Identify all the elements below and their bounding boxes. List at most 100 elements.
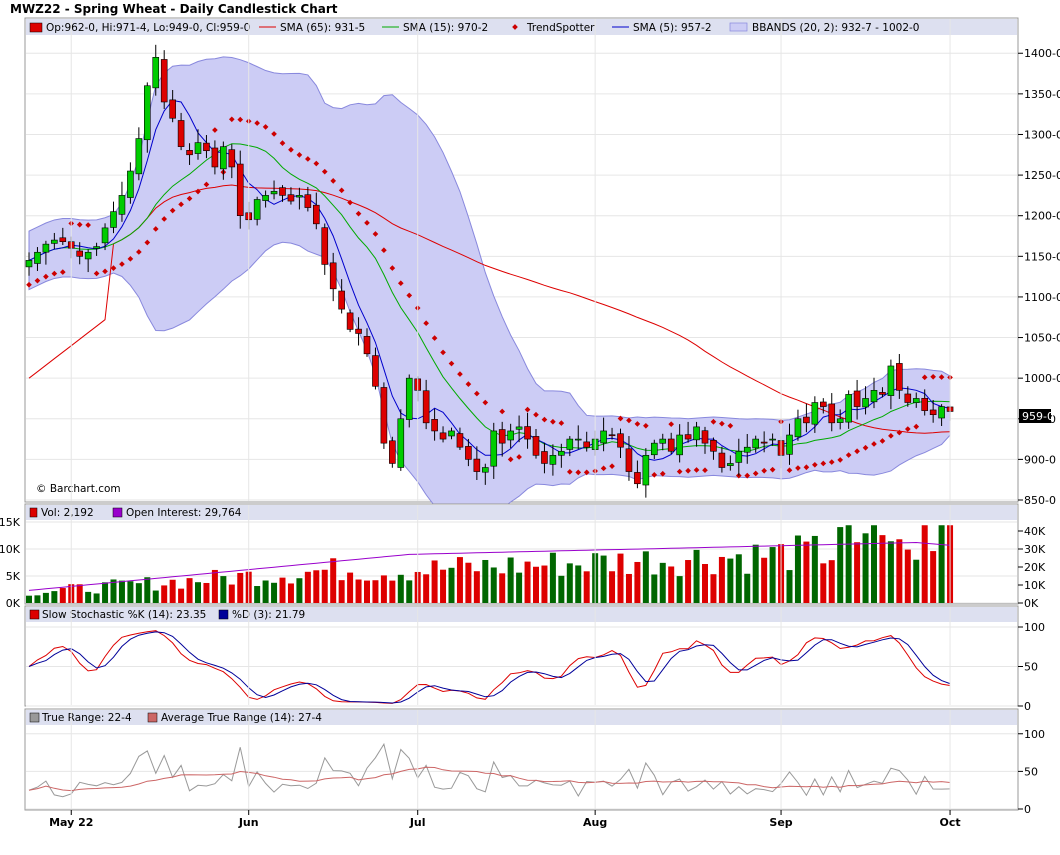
candle-body (59, 237, 67, 242)
candle-body (135, 138, 143, 175)
x-tick-label: Jun (238, 816, 259, 829)
volume-bar (904, 549, 911, 603)
trendspotter-dot (102, 268, 108, 275)
candle (583, 431, 591, 452)
volume-legend: Vol: 2,192 Open Interest: 29,764 (29, 507, 242, 519)
price-tick-label: 1100-0 (1024, 291, 1060, 304)
candle (25, 252, 33, 276)
stoch-k-swatch (29, 609, 40, 620)
trendspotter-dot (575, 469, 582, 476)
trendspotter-dot (786, 467, 793, 474)
trendspotter-dot (228, 116, 235, 123)
candle-body (938, 406, 945, 419)
volume-bar (364, 580, 370, 603)
volume-bar (862, 533, 869, 603)
candle-body (625, 448, 633, 472)
candle (803, 403, 810, 433)
candle (845, 390, 852, 429)
trendspotter-dot (330, 178, 337, 184)
candle-body (617, 433, 624, 448)
candle-body (127, 170, 134, 198)
candle (642, 448, 650, 498)
volume-bar (811, 535, 818, 603)
candle (270, 180, 278, 200)
volume-right-tick-label: 10K (1024, 579, 1046, 592)
candle-body (236, 163, 244, 217)
trendspotter-dot (761, 467, 767, 474)
volume-bar (499, 573, 506, 603)
candle (203, 135, 210, 159)
volume-bar (600, 555, 607, 603)
trendspotter-dot (769, 466, 776, 473)
price-axis: 1400-0 1350-0 1300-0 1250-0 1200-0 1150-0 1100… (1018, 47, 1060, 507)
volume-bar (287, 583, 294, 603)
volume-bar (85, 591, 92, 603)
candle (558, 443, 565, 468)
volume-bar (347, 572, 354, 603)
candle (701, 426, 709, 454)
trendspotter-dot (178, 201, 184, 208)
candle (329, 252, 337, 302)
volume-bar (575, 565, 582, 603)
candle-body (684, 434, 692, 440)
candle-body (397, 418, 405, 468)
volume-bar (845, 525, 852, 603)
candle (650, 439, 658, 460)
candle-body (896, 363, 903, 391)
candle (862, 386, 869, 415)
volume-bar (423, 574, 430, 603)
candle-body (389, 440, 396, 464)
trendspotter-dot (879, 438, 886, 444)
trendspotter-dot (820, 460, 827, 467)
volume-bar (541, 565, 548, 603)
volume-bar (406, 580, 413, 603)
volume-bar (609, 571, 616, 603)
candle (380, 382, 388, 449)
candle-body (177, 120, 185, 147)
volume-bar (271, 582, 278, 603)
volume-bar (169, 579, 176, 603)
volume-bar (203, 582, 210, 603)
volume-bar (507, 557, 514, 603)
volume-bar (837, 527, 844, 603)
candle-body (752, 438, 760, 449)
candle (549, 444, 557, 476)
last-price-marker: 959-0 (1019, 409, 1054, 423)
candle (51, 232, 58, 250)
trendspotter-dot (871, 441, 877, 447)
volume-bar (921, 525, 928, 603)
candle (693, 421, 700, 447)
trendspotter-dot (169, 207, 176, 214)
volume-bar (566, 563, 573, 603)
volume-bar (279, 577, 286, 603)
candle (836, 409, 844, 430)
candle-body (465, 446, 472, 460)
trendspotter-dot (381, 247, 387, 254)
volume-bar (490, 567, 497, 603)
price-tick-label: 1000-0 (1024, 372, 1060, 385)
trendspotter-dot (389, 265, 396, 271)
candle-body (203, 142, 210, 152)
volume-legend-bar (26, 505, 1017, 520)
trendspotter-dot (710, 418, 717, 425)
tr-legend-bar (26, 710, 1017, 725)
trendspotter-dot (854, 448, 860, 455)
trendspotter-dot (397, 280, 404, 287)
volume-bars (26, 525, 954, 603)
candle (828, 393, 836, 432)
candle-body (93, 246, 100, 249)
trendspotter-dot (609, 463, 615, 469)
candle (338, 279, 345, 314)
candle (127, 162, 134, 204)
trendspotter-dot (372, 231, 379, 237)
candle (321, 223, 329, 275)
trendspotter-dot (262, 124, 269, 130)
volume-right-tick-label: 0K (1024, 597, 1039, 610)
volume-bar (51, 591, 58, 603)
volume-right-tick-label: 40K (1024, 525, 1046, 538)
candle-body (296, 195, 303, 198)
stoch-gridlines (26, 626, 1017, 707)
trendspotter-dot (440, 349, 446, 356)
candle-body (169, 99, 176, 119)
volume-bar (34, 595, 41, 603)
